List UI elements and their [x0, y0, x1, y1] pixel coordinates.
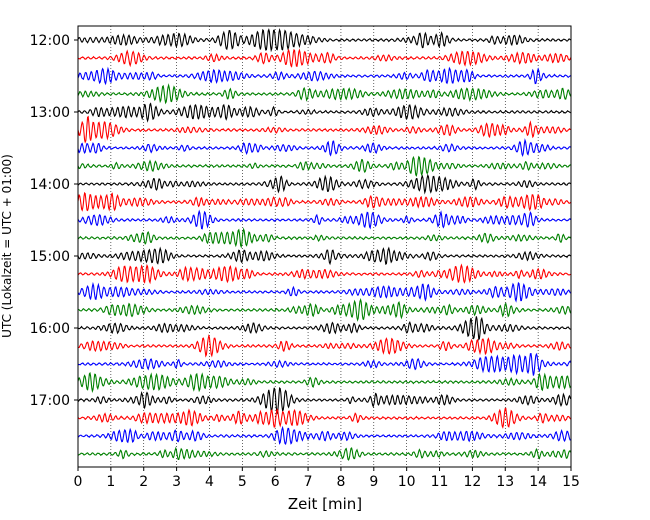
x-tick-label: 10	[398, 474, 416, 490]
trace-line	[77, 66, 571, 86]
x-tick-label: 13	[496, 474, 514, 490]
trace-line	[77, 138, 571, 158]
y-tick-label: 13:00	[30, 105, 70, 121]
x-tick-label: 5	[238, 474, 247, 490]
y-tick-label: 17:00	[30, 393, 70, 409]
x-tick-label: 8	[336, 474, 345, 490]
trace-line	[77, 407, 572, 429]
x-tick-label: 3	[172, 474, 181, 490]
x-tick-label: 2	[139, 474, 148, 490]
trace-line	[77, 246, 571, 266]
trace-line	[77, 371, 572, 393]
y-tick-label: 16:00	[30, 321, 70, 337]
trace-line	[77, 115, 571, 144]
x-tick-label: 11	[431, 474, 449, 490]
trace-line	[77, 446, 572, 461]
trace-line	[77, 425, 571, 445]
trace-line	[77, 102, 571, 123]
x-tick-label: 9	[369, 474, 378, 490]
x-tick-label: 12	[463, 474, 481, 490]
trace-line	[77, 387, 572, 415]
trace-line	[77, 173, 571, 195]
seismic-traces	[77, 28, 572, 461]
trace-line	[77, 316, 571, 341]
y-axis-label: UTC (Lokalzeit = UTC + 01:00)	[0, 154, 14, 338]
x-axis: 0 1 2 3 4 5 6 7 8 9 10 11 12 13 14 15	[74, 467, 580, 490]
trace-line	[77, 352, 572, 376]
trace-line	[77, 298, 572, 322]
x-axis-label: Zeit [min]	[288, 495, 362, 513]
trace-line	[77, 334, 571, 358]
plot-frame	[77, 25, 572, 468]
trace-line	[77, 227, 572, 249]
trace-line	[77, 281, 572, 303]
y-axis: 12:00 13:00 14:00 15:00 16:00 17:00	[30, 33, 78, 409]
trace-line	[77, 263, 571, 285]
y-tick-label: 14:00	[30, 177, 70, 193]
x-tick-label: 0	[74, 474, 83, 490]
trace-line	[77, 48, 572, 68]
x-tick-label: 15	[562, 474, 580, 490]
x-tick-label: 14	[529, 474, 547, 490]
x-tick-label: 4	[205, 474, 214, 490]
trace-line	[77, 209, 572, 230]
trace-line	[77, 191, 572, 212]
trace-line	[77, 83, 572, 105]
y-tick-label: 15:00	[30, 249, 70, 265]
x-tick-label: 1	[106, 474, 115, 490]
x-tick-label: 6	[271, 474, 280, 490]
y-tick-label: 12:00	[30, 33, 70, 49]
trace-line	[77, 155, 571, 178]
x-tick-label: 7	[304, 474, 313, 490]
trace-line	[77, 28, 571, 53]
